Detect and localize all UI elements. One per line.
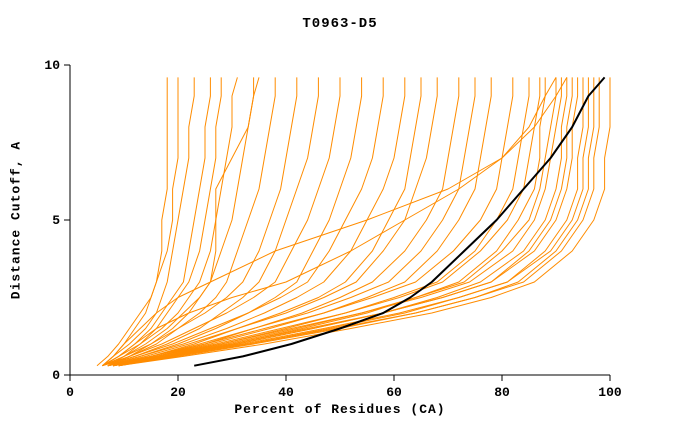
x-tick-label: 20 [170, 385, 186, 400]
model-curve [107, 77, 406, 367]
x-tick-label: 60 [386, 385, 402, 400]
model-curve [107, 77, 541, 367]
model-curve [107, 77, 438, 367]
model-curve [107, 77, 222, 367]
x-tick-label: 40 [278, 385, 294, 400]
model-curve [107, 77, 514, 367]
y-tick-label: 5 [52, 213, 60, 228]
x-tick-label: 100 [598, 385, 622, 400]
x-tick-label: 80 [494, 385, 510, 400]
model-curve [102, 77, 557, 367]
model-curve [107, 77, 276, 367]
model-curve [102, 77, 238, 367]
model-curve [118, 77, 546, 367]
model-curve [102, 77, 168, 367]
model-curve [113, 77, 557, 367]
model-curve [113, 77, 600, 367]
model-curve [118, 77, 611, 367]
highlighted-model-curve [194, 76, 606, 367]
model-curve [113, 77, 492, 367]
model-curve [102, 77, 568, 367]
x-axis-label: Percent of Residues (CA) [234, 402, 446, 417]
model-curve [113, 77, 573, 367]
model-curve [113, 77, 422, 367]
model-curve [113, 77, 579, 367]
y-axis-label: Distance Cutoff, A [8, 140, 24, 300]
chart-title: T0963-D5 [302, 16, 378, 32]
x-tick-label: 0 [66, 385, 74, 400]
y-tick-label: 10 [44, 58, 60, 73]
model-curve [102, 77, 260, 367]
model-curve [102, 77, 195, 367]
model-curve [107, 77, 363, 367]
y-tick-label: 0 [52, 368, 60, 383]
model-curve [113, 77, 589, 367]
model-curve [118, 77, 595, 367]
model-curve [102, 77, 298, 367]
model-curve [102, 77, 341, 367]
model-curve [96, 77, 179, 367]
model-curve [102, 77, 211, 367]
model-curve [107, 77, 562, 367]
model-curve [107, 77, 476, 367]
model-curve [107, 77, 319, 367]
